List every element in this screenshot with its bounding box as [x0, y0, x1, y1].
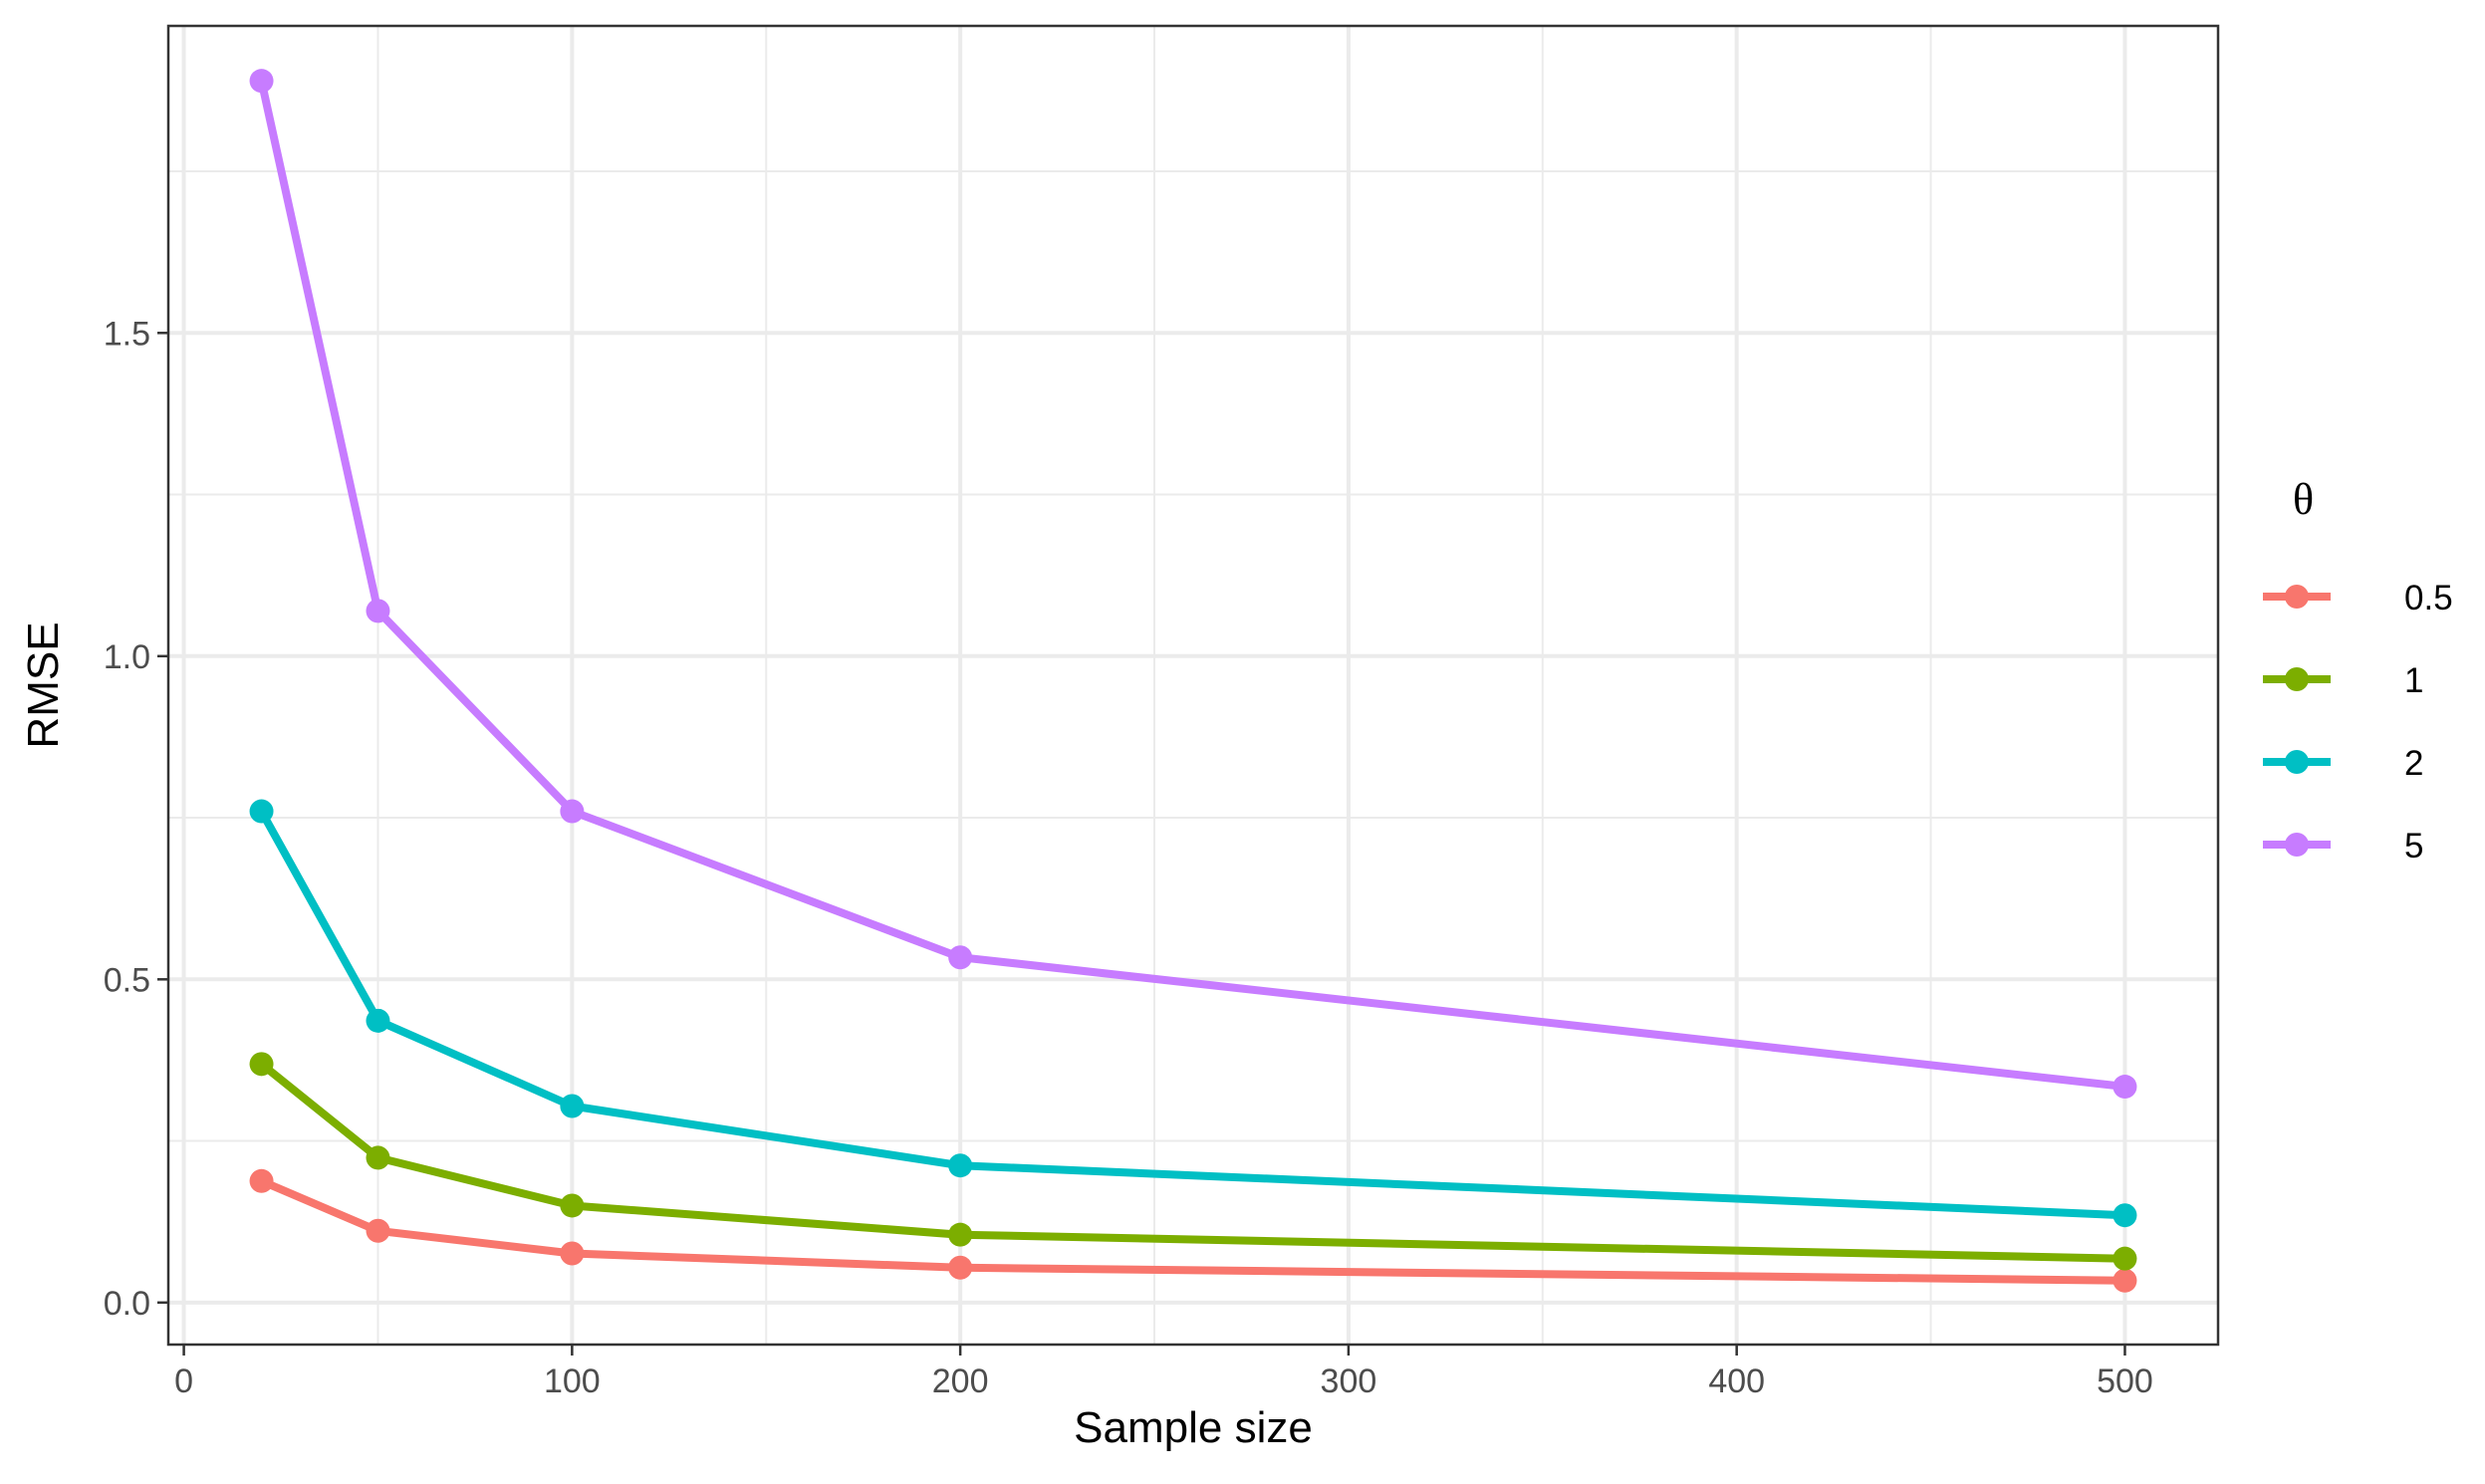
- x-tick-label: 500: [2097, 1362, 2153, 1400]
- data-point-5: [249, 69, 274, 94]
- legend-swatch-point-0.5: [2285, 585, 2309, 609]
- legend: θ 0.5 1 2 5: [2263, 475, 2453, 866]
- data-point-2: [560, 1094, 585, 1118]
- y-axis-title: RMSE: [19, 621, 68, 748]
- legend-swatch-point-5: [2285, 833, 2309, 857]
- data-point-2: [249, 799, 274, 824]
- y-tick-label: 1.0: [104, 638, 150, 676]
- data-point-2: [366, 1008, 390, 1033]
- data-point-0.5: [366, 1218, 390, 1243]
- plot-panel: [168, 26, 2218, 1345]
- data-point-5: [366, 599, 390, 623]
- x-tick-label: 0: [174, 1362, 193, 1400]
- y-tick-label: 1.5: [104, 315, 150, 353]
- data-point-0.5: [2112, 1268, 2137, 1293]
- data-point-0.5: [560, 1241, 585, 1266]
- y-axis: 0.0 0.5 1.0 1.5: [104, 315, 168, 1323]
- y-tick-label: 0.0: [104, 1285, 150, 1323]
- data-point-2: [948, 1153, 973, 1178]
- data-point-5: [560, 799, 585, 824]
- legend-label-2: 2: [2404, 744, 2423, 783]
- x-axis: 0 100 200 300 400 500: [174, 1345, 2153, 1400]
- x-tick-label: 100: [544, 1362, 601, 1400]
- x-axis-title: Sample size: [1074, 1403, 1313, 1452]
- data-point-1: [560, 1193, 585, 1218]
- legend-label-1: 1: [2404, 661, 2423, 700]
- series-points: [249, 69, 2137, 1293]
- x-tick-label: 300: [1321, 1362, 1377, 1400]
- y-tick-label: 0.5: [104, 961, 150, 999]
- legend-label-0.5: 0.5: [2404, 579, 2453, 618]
- data-point-0.5: [249, 1168, 274, 1193]
- legend-title: θ: [2293, 475, 2314, 524]
- data-point-1: [948, 1222, 973, 1247]
- legend-label-5: 5: [2404, 827, 2423, 866]
- x-tick-label: 200: [932, 1362, 989, 1400]
- data-point-1: [366, 1145, 390, 1170]
- data-point-5: [948, 945, 973, 970]
- x-tick-label: 400: [1708, 1362, 1765, 1400]
- data-point-1: [249, 1052, 274, 1077]
- legend-swatch-point-2: [2285, 750, 2309, 774]
- plot-border: [166, 24, 2220, 1347]
- data-point-5: [2112, 1075, 2137, 1100]
- data-point-1: [2112, 1246, 2137, 1271]
- data-point-0.5: [948, 1255, 973, 1280]
- data-point-2: [2112, 1203, 2137, 1228]
- legend-swatch-point-1: [2285, 667, 2309, 691]
- minor-grid: [168, 26, 2218, 1345]
